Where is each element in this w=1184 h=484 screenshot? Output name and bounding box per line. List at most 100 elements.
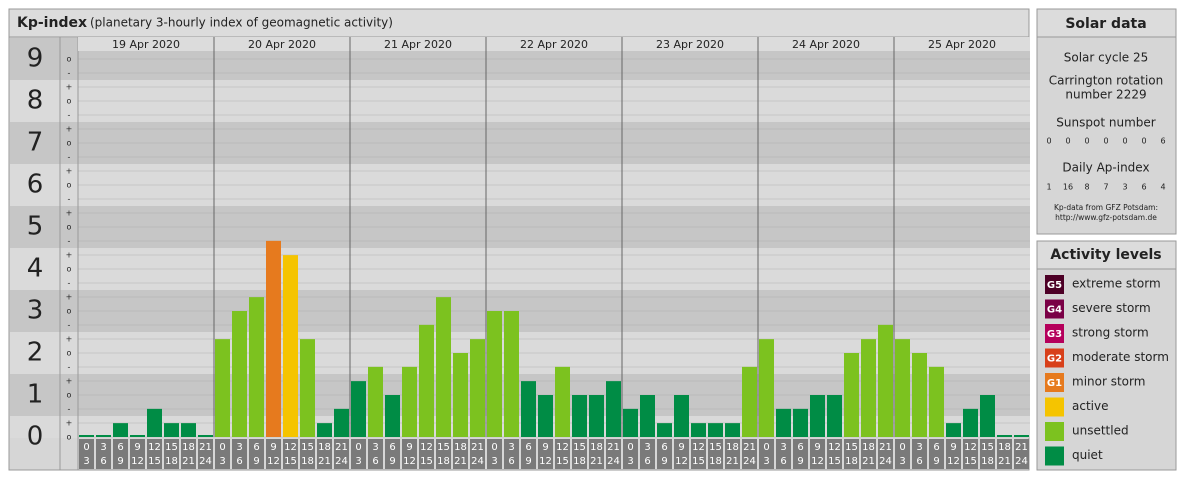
y-tick-label: 0 (27, 422, 44, 452)
hour-cell (113, 439, 128, 469)
minor-tick-label: o (67, 181, 72, 190)
hour-label: 3 (627, 456, 633, 467)
hour-label: 12 (828, 442, 841, 453)
hour-label: 6 (525, 442, 531, 453)
legend-label: severe storm (1072, 301, 1151, 315)
hour-cell (419, 439, 434, 469)
ap-value: 6 (1141, 183, 1146, 192)
hour-cell (640, 439, 655, 469)
bar (640, 395, 655, 437)
hour-cell (759, 439, 774, 469)
hour-cell (232, 439, 247, 469)
hour-label: 21 (1015, 442, 1028, 453)
hour-cell (385, 439, 400, 469)
sunspot-value: 0 (1141, 137, 1146, 146)
bar (317, 423, 332, 437)
bar (929, 366, 944, 437)
legend-badge: G5 (1047, 280, 1062, 291)
bar (79, 435, 94, 437)
minor-tick-label: o (67, 223, 72, 232)
hour-cell (504, 439, 519, 469)
hour-cell (317, 439, 332, 469)
hour-cell (810, 439, 825, 469)
hour-label: 18 (437, 456, 450, 467)
day-label: 21 Apr 2020 (384, 38, 452, 51)
hour-label: 24 (1015, 456, 1028, 467)
legend-label: extreme storm (1072, 277, 1161, 291)
legend-badge: G2 (1047, 354, 1062, 365)
panel-header (1036, 240, 1177, 270)
y-tick-label: 2 (27, 338, 44, 368)
hour-label: 6 (508, 456, 514, 467)
hour-label: 24 (743, 456, 756, 467)
day-header (486, 37, 622, 51)
minor-tick-label: + (66, 125, 73, 134)
bar (470, 339, 485, 437)
legend-swatch (1045, 397, 1064, 417)
hour-label: 15 (284, 456, 297, 467)
hour-label: 15 (573, 442, 586, 453)
bar (351, 381, 366, 437)
bar (232, 311, 247, 437)
bar (912, 353, 927, 437)
bar (623, 408, 638, 437)
hour-label: 15 (165, 442, 178, 453)
minor-tick-label: o (67, 265, 72, 274)
hour-label: 18 (709, 456, 722, 467)
hour-label: 21 (471, 442, 484, 453)
bar (402, 366, 417, 437)
hour-label: 9 (661, 456, 667, 467)
hour-cell (215, 439, 230, 469)
hour-label: 0 (899, 442, 905, 453)
hour-label: 12 (284, 442, 297, 453)
bar (1014, 435, 1029, 437)
hour-cell (606, 439, 621, 469)
sunspot-title: Sunspot number (1056, 116, 1155, 130)
hour-label: 15 (828, 456, 841, 467)
hour-label: 21 (335, 442, 348, 453)
minor-tick-label: - (68, 195, 71, 204)
bar (878, 324, 893, 437)
hour-label: 21 (862, 456, 875, 467)
hour-label: 21 (590, 456, 603, 467)
hour-label: 12 (556, 442, 569, 453)
hour-cell (572, 439, 587, 469)
hour-cell (946, 439, 961, 469)
bar (963, 408, 978, 437)
hour-label: 12 (267, 456, 280, 467)
band (10, 416, 1030, 438)
bar (606, 381, 621, 437)
hour-label: 9 (389, 456, 395, 467)
hour-label: 3 (372, 442, 378, 453)
hour-label: 3 (83, 456, 89, 467)
day-header (214, 37, 350, 51)
hour-label: 12 (811, 456, 824, 467)
hour-cell (181, 439, 196, 469)
hour-label: 21 (607, 442, 620, 453)
hour-label: 24 (471, 456, 484, 467)
legend-badge: G1 (1047, 378, 1062, 389)
hour-cell (827, 439, 842, 469)
sunspot-value: 6 (1160, 137, 1165, 146)
y-tick-label: 7 (27, 128, 44, 158)
hour-label: 15 (301, 442, 314, 453)
sunspot-value: 0 (1122, 137, 1127, 146)
hour-label: 9 (253, 456, 259, 467)
hour-cell (249, 439, 264, 469)
hour-label: 18 (862, 442, 875, 453)
hour-label: 12 (148, 442, 161, 453)
minor-tick-label: - (68, 279, 71, 288)
hour-cell (79, 439, 94, 469)
legend-swatch (1045, 275, 1064, 294)
bar (776, 408, 791, 437)
hour-cell (453, 439, 468, 469)
hour-label: 21 (879, 442, 892, 453)
ap-value: 16 (1063, 183, 1073, 192)
bar (980, 395, 995, 437)
hour-label: 12 (420, 442, 433, 453)
sunspot-value: 0 (1046, 137, 1051, 146)
bar (844, 353, 859, 437)
hour-label: 6 (100, 456, 106, 467)
hour-label: 6 (644, 456, 650, 467)
